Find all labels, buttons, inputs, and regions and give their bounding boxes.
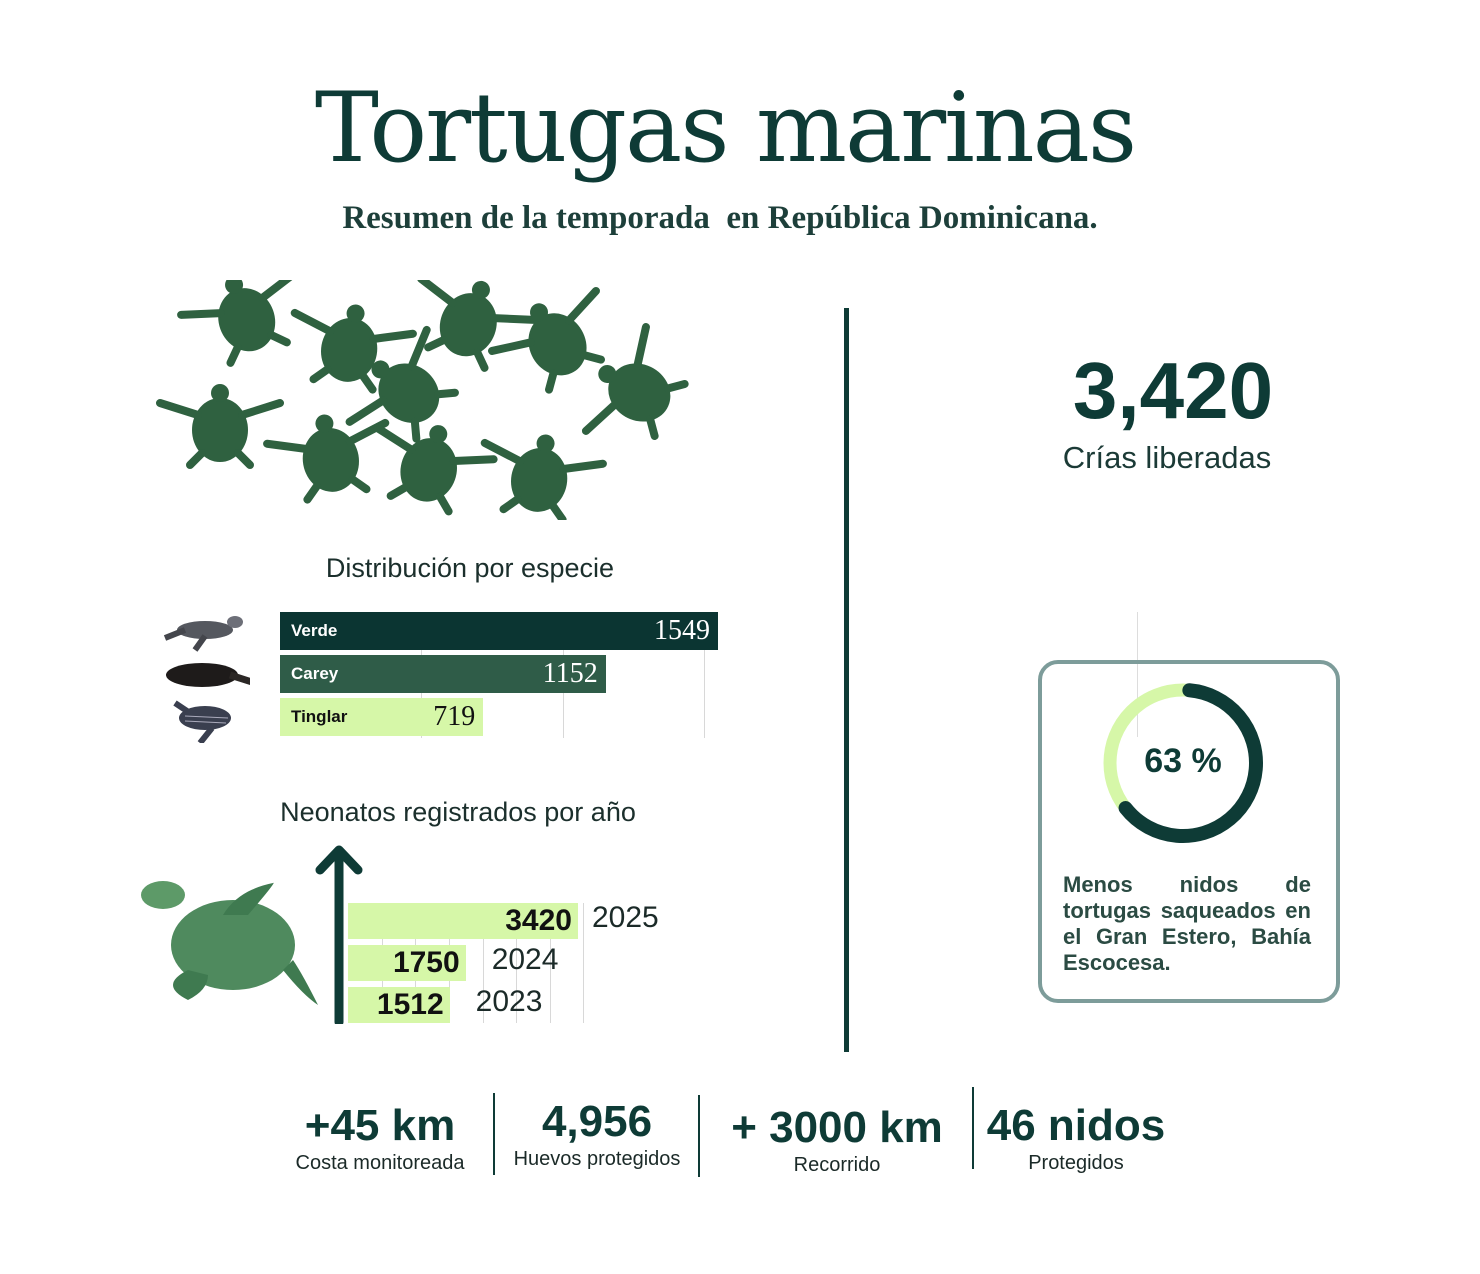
stat-value: 46 nidos	[986, 1101, 1166, 1150]
hatchling-icon	[488, 286, 605, 394]
yearly-chart-title: Neonatos registrados por año	[280, 797, 636, 827]
bar-label: Tinglar	[291, 707, 348, 726]
bar-label: Carey	[291, 664, 339, 683]
bar-label: Verde	[291, 621, 338, 640]
hatchling-icon	[177, 280, 298, 367]
bar-value: 1152	[542, 658, 598, 689]
year-label: 2023	[475, 985, 543, 1018]
bar-value: 719	[433, 701, 476, 732]
hatchling-icon	[345, 325, 459, 443]
stat-nests: 46 nidos Protegidos	[976, 1104, 1176, 1175]
sea-turtle-illustration	[141, 881, 318, 1005]
bar-verde: Verde 1549	[280, 612, 718, 650]
stat-distance: + 3000 km Recorrido	[702, 1106, 972, 1177]
page-subtitle: Resumen de la temporada en República Dom…	[342, 200, 1098, 236]
vertical-divider	[844, 308, 849, 1052]
donut-value-arc	[1103, 683, 1263, 843]
stat-coast: +45 km Costa monitoreada	[270, 1104, 490, 1175]
stat-label: Protegidos	[1028, 1152, 1124, 1174]
hatchling-icon	[290, 304, 417, 394]
page-title: Tortugas marinas	[314, 72, 1137, 184]
bar-2023: 1512	[348, 987, 450, 1023]
grid-line	[583, 903, 585, 1023]
donut-chart	[1103, 683, 1263, 843]
stat-separator	[493, 1093, 495, 1175]
stat-label: Huevos protegidos	[513, 1148, 681, 1170]
bar-carey: Carey 1152	[280, 655, 606, 693]
nests-card	[1038, 660, 1340, 1003]
grid-line	[516, 903, 518, 1023]
leatherback-turtle-icon	[173, 700, 231, 743]
hawksbill-turtle-icon	[166, 663, 250, 687]
stat-separator	[698, 1095, 700, 1177]
donut-center-label: 63 %	[1144, 742, 1222, 780]
grid-line	[549, 903, 551, 1023]
grid-line	[482, 903, 484, 1023]
hatchling-icon	[263, 414, 390, 504]
bar-value: 1549	[654, 615, 710, 646]
bar-2025: 3420	[348, 903, 578, 939]
green-turtle-icon	[163, 616, 243, 652]
stat-value: +45 km	[304, 1101, 456, 1150]
decorative-line	[1137, 612, 1138, 737]
stat-value: 4,956	[541, 1097, 653, 1146]
stat-eggs: 4,956 Huevos protegidos	[497, 1100, 697, 1171]
up-arrow-icon	[315, 845, 363, 1024]
year-label: 2025	[592, 901, 659, 934]
bar-tinglar: Tinglar 719	[280, 698, 484, 736]
bar-2024: 1750	[348, 945, 466, 981]
species-icons	[163, 616, 250, 743]
hatchlings-released-label: Crías liberadas	[1062, 440, 1272, 475]
turtle-hatchlings-illustration	[156, 280, 689, 520]
stat-label: Costa monitoreada	[295, 1152, 465, 1174]
hatchlings-released-value: 3,420	[1072, 346, 1274, 435]
stat-separator	[972, 1087, 974, 1169]
species-chart-title: Distribución por especie	[325, 553, 615, 583]
grid-line	[704, 612, 706, 738]
stat-label: Recorrido	[793, 1154, 881, 1176]
hatchling-icon	[480, 434, 607, 520]
donut-caption: Menos nidos de tortugas saqueados en el …	[1063, 872, 1311, 975]
hatchling-icon	[581, 323, 689, 440]
hatchling-icon	[417, 280, 538, 372]
hatchling-icon	[373, 424, 498, 516]
year-label: 2024	[491, 943, 559, 976]
hatchling-icon	[156, 384, 284, 469]
stat-value: + 3000 km	[731, 1103, 943, 1152]
